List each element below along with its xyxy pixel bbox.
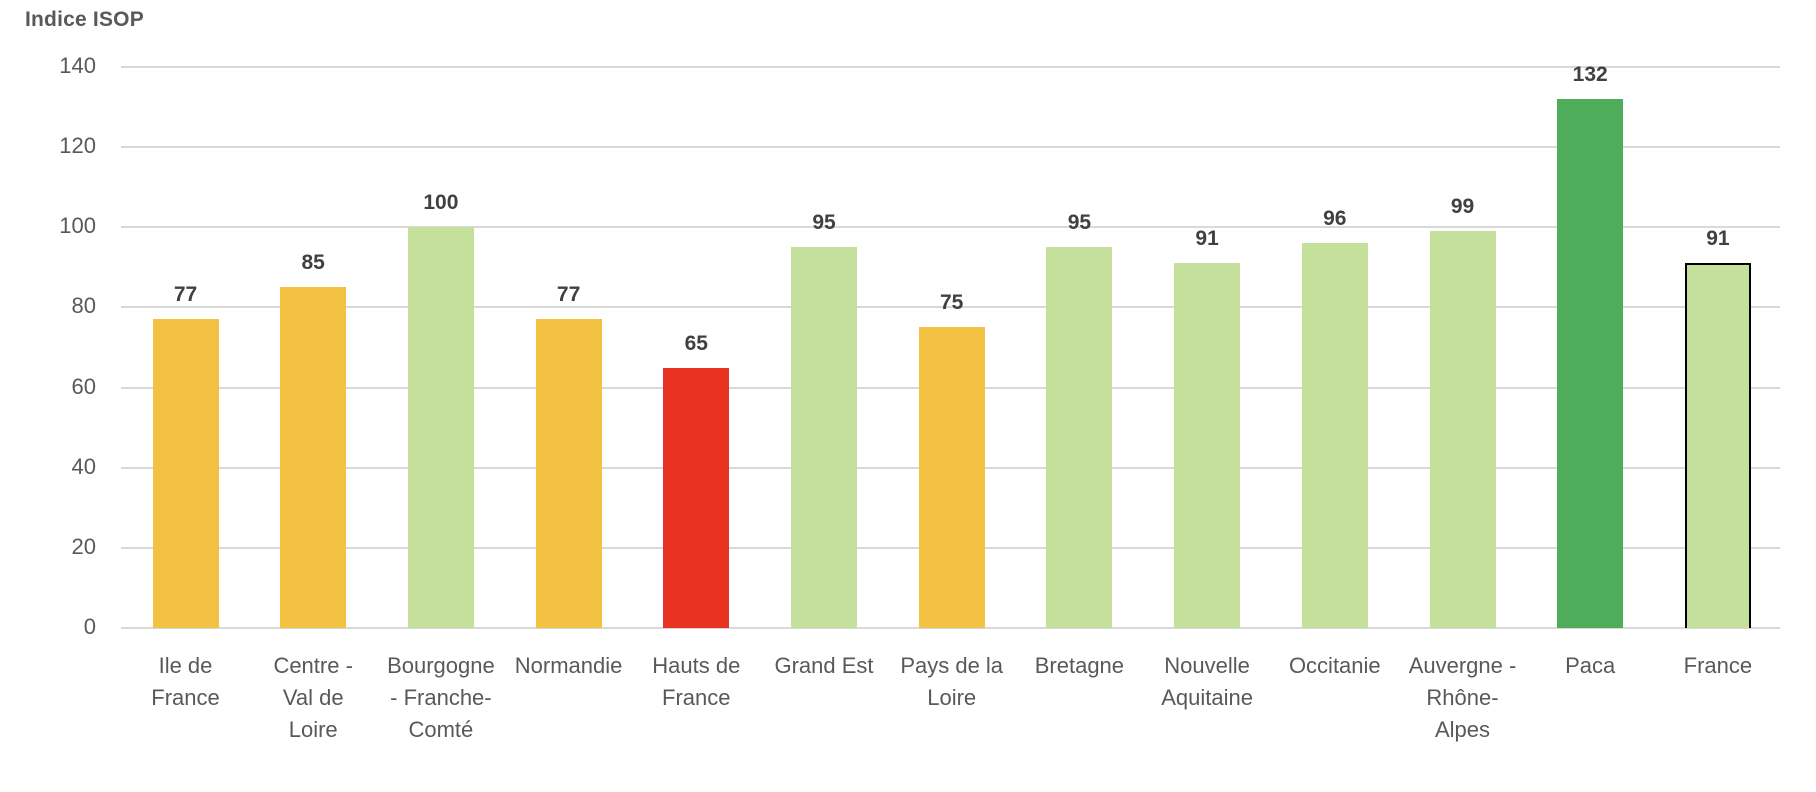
bar-value-label: 132 — [1572, 63, 1608, 87]
bar — [1174, 263, 1241, 628]
gridline — [121, 226, 1780, 229]
bar — [152, 319, 219, 628]
bar-value-label: 100 — [423, 191, 459, 215]
bar-value-label: 99 — [1450, 195, 1475, 219]
y-axis-tick-label: 20 — [71, 533, 96, 559]
y-axis-tick-label: 60 — [71, 373, 96, 399]
x-axis-category-label: Normandie — [514, 653, 623, 678]
bar — [535, 319, 602, 628]
bar-value-label: 96 — [1323, 207, 1347, 231]
y-axis-tick-label: 80 — [71, 293, 96, 319]
bar-value-label: 91 — [1195, 227, 1219, 251]
bar — [791, 247, 857, 628]
bar — [1301, 243, 1368, 628]
x-axis-category-label: Bretagne — [1034, 653, 1125, 678]
bar-value-label: 77 — [556, 283, 581, 307]
x-axis-category-label: Occitanie — [1288, 653, 1381, 678]
bar-value-label: 95 — [812, 211, 836, 235]
bar-value-label: 75 — [940, 291, 964, 315]
x-axis-category-label: France — [1683, 653, 1753, 678]
bar-value-label: 95 — [1067, 211, 1092, 235]
x-axis-category-label: Centre - Val de Loire — [273, 653, 353, 742]
x-axis-category-label: Auvergne - Rhône- Alpes — [1408, 653, 1517, 742]
y-axis-tick-label: 120 — [59, 133, 96, 159]
x-axis-category-label: Pays de la Loire — [900, 653, 1004, 710]
chart-title: Indice ISOP — [25, 8, 144, 31]
bar-value-label: 65 — [684, 331, 708, 355]
y-axis-tick-label: 0 — [83, 614, 96, 639]
y-axis-tick-label: 140 — [59, 53, 96, 78]
gridline — [121, 146, 1780, 149]
bar — [663, 367, 730, 628]
x-axis-category-label: Hauts de France — [652, 653, 741, 710]
bar — [1684, 263, 1751, 628]
x-axis-category-label: Nouvelle Aquitaine — [1161, 653, 1253, 710]
gridline — [121, 627, 1780, 629]
x-axis-category-label: Paca — [1565, 653, 1616, 678]
bar-value-label: 77 — [173, 283, 198, 307]
bar — [1557, 99, 1624, 628]
x-axis-category-label: Ile de France — [151, 653, 220, 710]
bar — [1429, 231, 1496, 628]
bar — [280, 287, 347, 628]
y-axis-tick-label: 40 — [71, 453, 96, 479]
x-axis-category-label: Bourgogne - Franche- Comté — [387, 653, 495, 742]
x-axis-category-label: Grand Est — [774, 653, 874, 678]
gridline — [121, 66, 1780, 68]
y-axis-tick-label: 100 — [59, 213, 96, 239]
bar — [1046, 247, 1113, 628]
bar — [407, 227, 474, 628]
bar — [918, 327, 985, 628]
bar-value-label: 91 — [1706, 227, 1730, 251]
bar-value-label: 85 — [301, 251, 325, 275]
gridline — [121, 306, 1780, 309]
